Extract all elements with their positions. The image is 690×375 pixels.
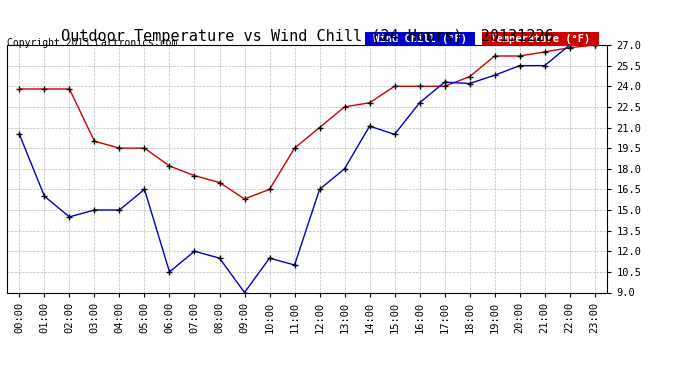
Title: Outdoor Temperature vs Wind Chill (24 Hours)  20131226: Outdoor Temperature vs Wind Chill (24 Ho… xyxy=(61,29,553,44)
Text: Copyright 2013 Cartronics.com: Copyright 2013 Cartronics.com xyxy=(7,38,177,48)
Text: Temperature (°F): Temperature (°F) xyxy=(484,34,597,44)
Text: Wind Chill (°F): Wind Chill (°F) xyxy=(367,34,473,44)
